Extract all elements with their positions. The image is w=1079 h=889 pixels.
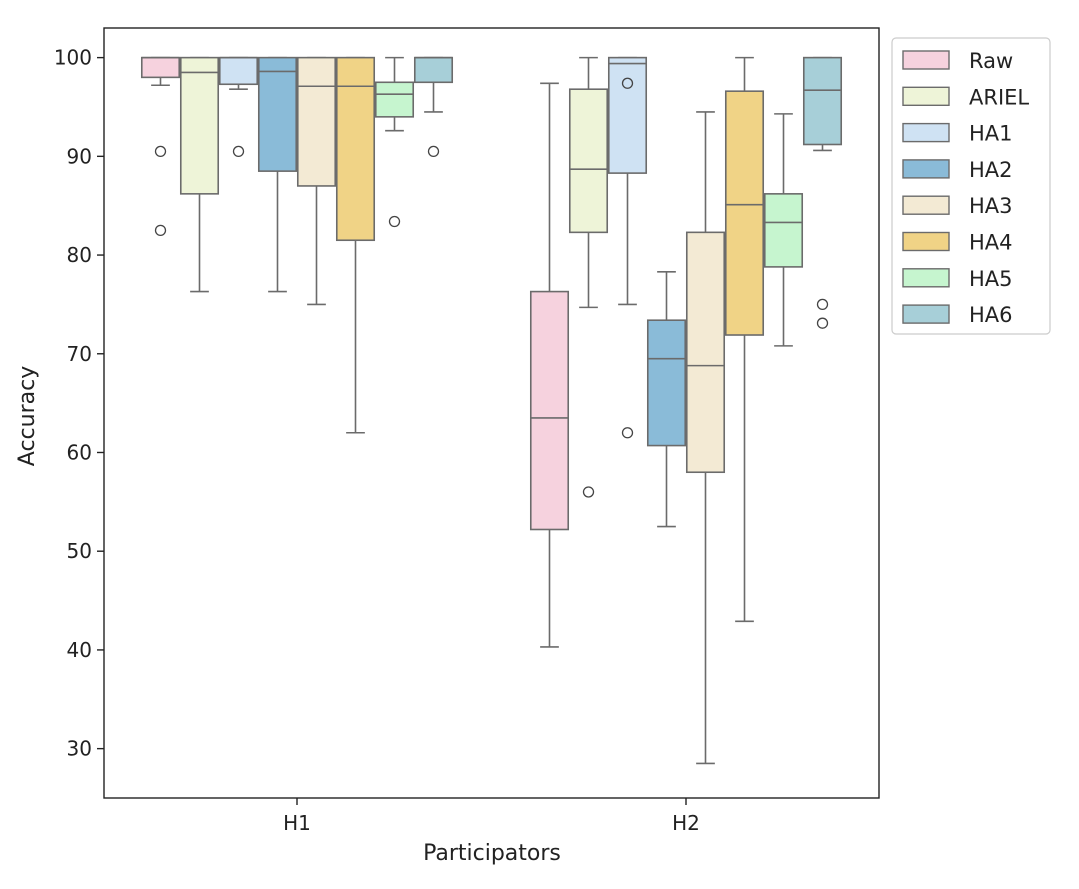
box-raw-h1	[140, 56, 181, 237]
legend-swatch	[902, 268, 950, 288]
y-tick-label: 60	[67, 440, 92, 464]
axes-frame	[103, 27, 880, 799]
outlier-point	[154, 145, 167, 158]
box-iqr	[140, 56, 181, 79]
x-axis-title: Participators	[423, 841, 561, 866]
box-iqr	[763, 193, 804, 268]
y-tick-label: 90	[67, 144, 92, 168]
y-tick-label: 100	[54, 46, 92, 70]
legend-swatch	[902, 231, 950, 252]
legend-label: HA4	[969, 231, 1013, 255]
box-ha3-h1	[296, 56, 337, 306]
box-raw-h2	[529, 82, 570, 648]
box-ha2-h1	[257, 56, 298, 293]
box-ariel-h1	[179, 56, 220, 293]
legend-swatch	[902, 304, 950, 324]
y-axis-title: Accuracy	[15, 366, 40, 466]
x-tick-label: H2	[672, 811, 700, 835]
outlier-point	[388, 215, 401, 228]
box-ha4-h1	[335, 56, 376, 434]
box-iqr	[413, 56, 454, 84]
outlier-point	[816, 298, 829, 311]
axes: 30 40 50 60 70 80 90 100 H1 H2	[54, 27, 880, 835]
outlier-point	[621, 427, 634, 439]
legend-label: HA6	[969, 303, 1013, 327]
legend-item-ha3: HA3	[902, 194, 1013, 218]
y-tick-label: 50	[67, 539, 92, 563]
legend-item-ha1: HA1	[902, 122, 1013, 146]
box-iqr	[607, 56, 648, 174]
legend-item-ha5: HA5	[902, 267, 1013, 291]
box-ha4-h2	[724, 56, 765, 623]
legend-label: ARIEL	[969, 85, 1029, 109]
box-iqr	[296, 56, 337, 187]
legend-item-ha2: HA2	[902, 158, 1013, 182]
plot-area	[140, 56, 843, 765]
box-iqr	[685, 231, 726, 474]
box-iqr	[724, 90, 765, 336]
box-iqr	[335, 56, 376, 242]
outlier-point	[582, 486, 595, 498]
outlier-point	[427, 145, 440, 158]
legend-label: HA3	[969, 194, 1013, 218]
box-ha1-h2	[607, 56, 648, 439]
box-ha6-h2	[802, 56, 843, 329]
outlier-point	[154, 224, 167, 237]
legend-item-ha4: HA4	[902, 231, 1013, 255]
legend-label: HA5	[969, 267, 1013, 291]
legend-label: HA2	[969, 158, 1013, 182]
box-ha2-h2	[646, 271, 687, 528]
box-ha3-h2	[685, 111, 726, 765]
legend-item-raw: Raw	[902, 49, 1013, 73]
outlier-point	[232, 145, 245, 158]
outlier-point	[621, 77, 634, 89]
y-tick-label: 80	[67, 243, 92, 267]
box-iqr	[568, 88, 609, 234]
box-iqr	[218, 56, 259, 86]
box-ha1-h1	[218, 56, 259, 158]
y-tick-label: 70	[67, 342, 92, 366]
box-iqr	[257, 56, 298, 172]
box-iqr	[646, 319, 687, 447]
box-iqr	[179, 56, 220, 195]
legend-label: Raw	[969, 49, 1013, 73]
legend-label: HA1	[969, 122, 1013, 146]
outlier-point	[816, 317, 829, 329]
x-tick-label: H1	[283, 811, 311, 835]
box-ariel-h2	[568, 56, 609, 498]
box-ha6-h1	[413, 56, 454, 158]
legend-item-ariel: ARIEL	[902, 85, 1029, 109]
y-tick-label: 30	[67, 737, 92, 761]
y-tick-label: 40	[67, 638, 92, 662]
box-iqr	[374, 81, 415, 118]
box-iqr	[802, 56, 843, 146]
legend-swatch	[902, 159, 950, 179]
legend-frame	[891, 37, 1051, 335]
box-ha5-h2	[763, 113, 804, 347]
legend-swatch	[902, 50, 950, 70]
box-iqr	[529, 290, 570, 531]
legend: Raw ARIEL HA1 HA2 HA3 HA4 HA5 HA6	[891, 37, 1051, 335]
legend-swatch	[902, 122, 950, 143]
legend-swatch	[902, 195, 950, 215]
legend-swatch	[902, 86, 950, 107]
box-ha5-h1	[374, 56, 415, 228]
legend-item-ha6: HA6	[902, 303, 1013, 327]
